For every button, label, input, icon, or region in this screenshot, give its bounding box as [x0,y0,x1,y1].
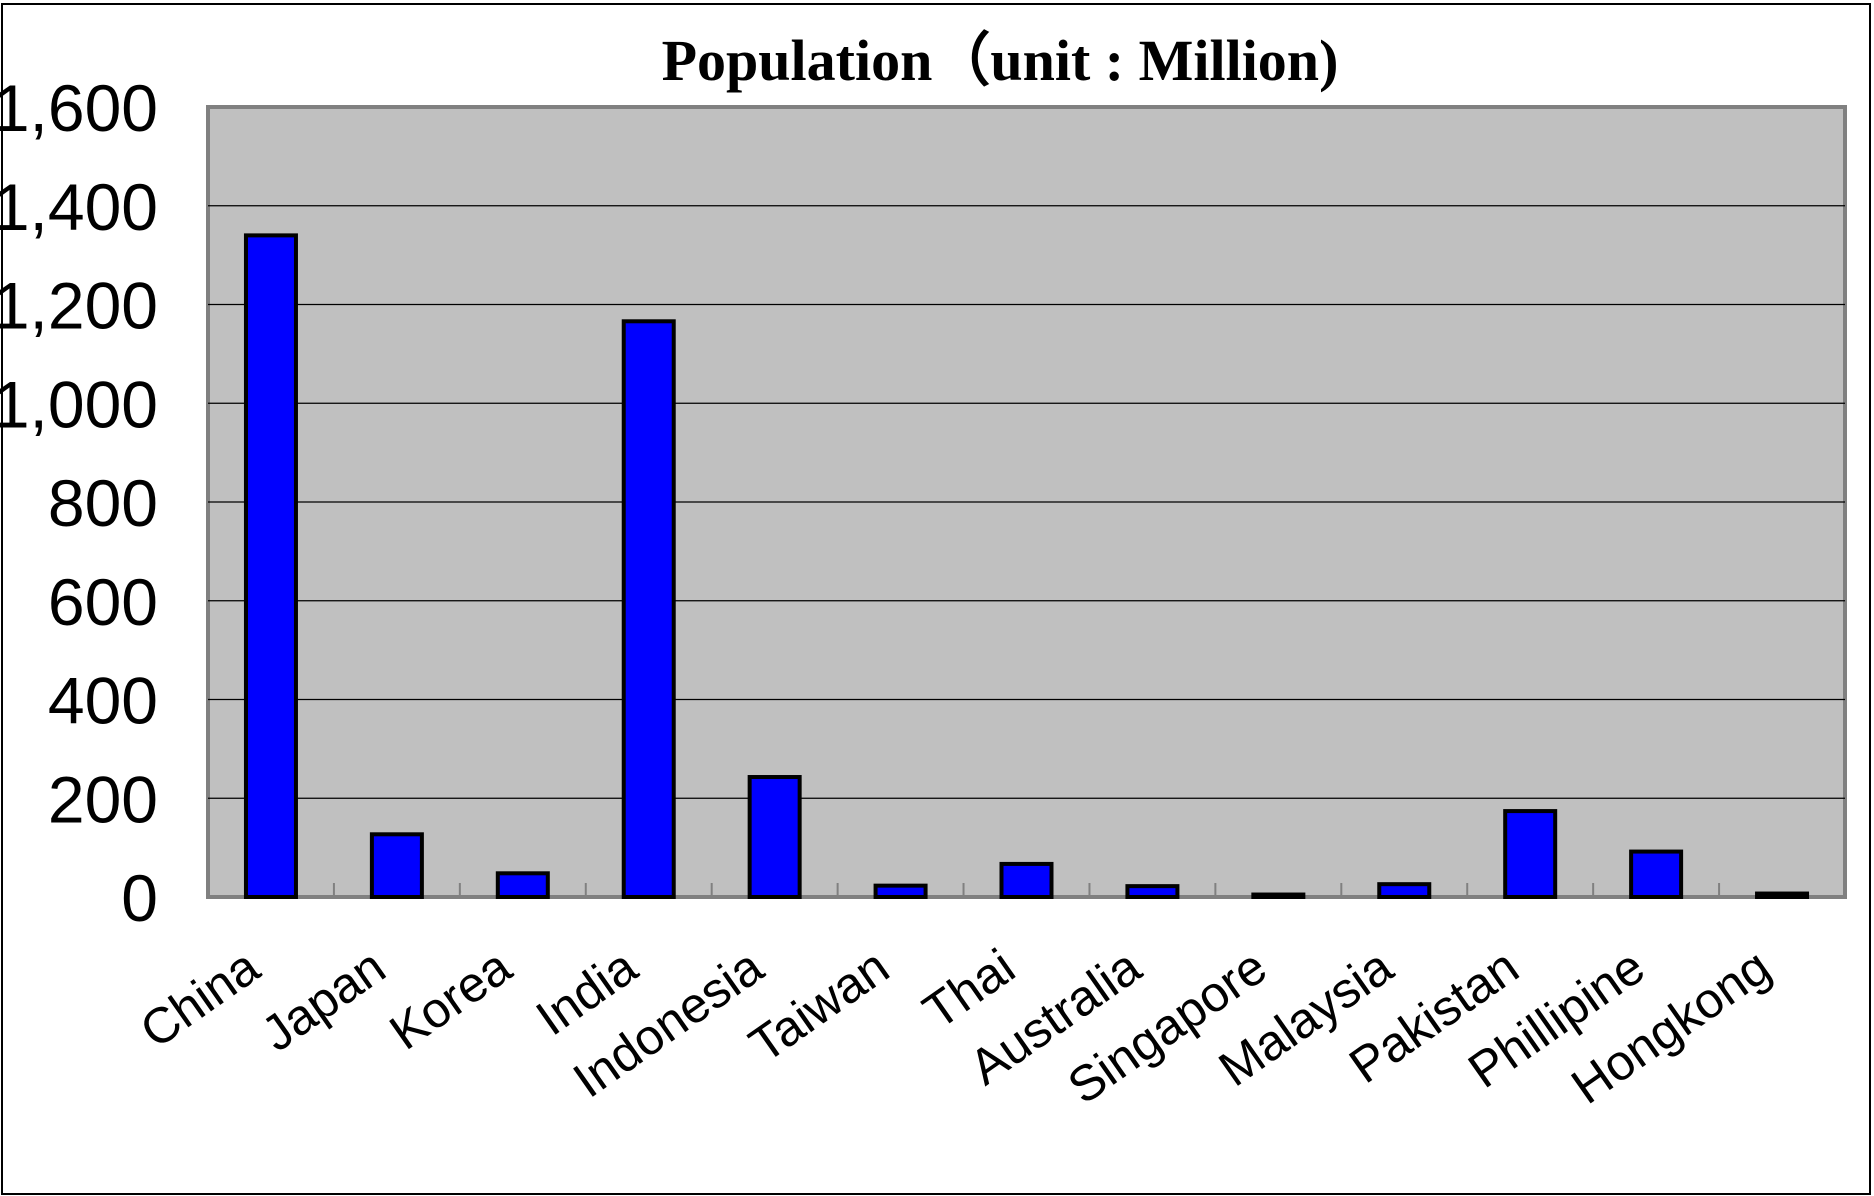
bar-japan [369,832,424,900]
bar-indonesia [747,775,802,899]
bar-singapore [1251,892,1306,899]
bar-pakistan [1503,809,1558,900]
y-tick-label: 400 [48,664,158,738]
bar-hongkong [1755,891,1810,900]
bars [243,233,1810,900]
bar-malaysia [1377,882,1432,899]
bar-china [243,233,298,899]
category-tick-marks [332,883,1721,897]
y-tick-label: 1,400 [0,170,158,244]
y-tick-label: 0 [121,861,158,935]
bar-india [621,319,676,900]
bar-korea [495,871,550,899]
y-tick-label: 600 [48,565,158,639]
y-axis-tick-labels: 0 200 400 600 800 1,000 1,200 1,400 1,600 [0,71,158,935]
chart-title: Population（unit : Million) [662,28,1339,93]
bar-thai [999,861,1054,900]
bar-australia [1125,884,1180,900]
y-tick-label: 1,000 [0,367,158,441]
y-tick-label: 800 [48,466,158,540]
y-tick-label: 200 [48,762,158,836]
y-tick-label: 1,200 [0,269,158,343]
bar-phillipine [1629,849,1684,900]
bar-taiwan [873,883,928,899]
y-tick-label: 1,600 [0,71,158,145]
